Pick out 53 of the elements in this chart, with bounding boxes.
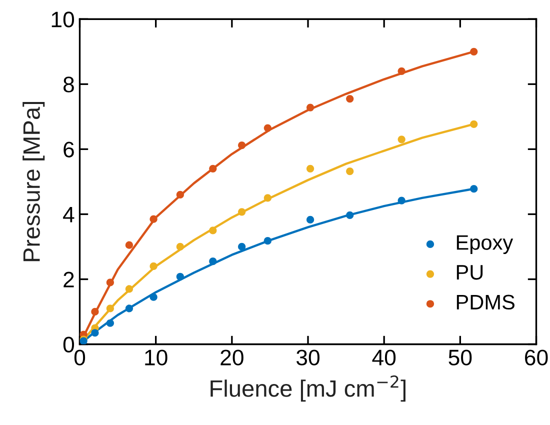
x-axis-title: Fluence [mJ cm$^{−2}$] (210, 375, 406, 402)
legend-label: PDMS (456, 294, 514, 310)
point (106, 278, 114, 286)
point (238, 242, 246, 251)
point (264, 237, 272, 245)
x-tick-label: 60 (525, 350, 548, 366)
x-tick-label: 20 (220, 350, 244, 366)
point (150, 262, 158, 270)
point (470, 185, 478, 193)
point (209, 258, 217, 266)
point (346, 167, 354, 176)
point (306, 164, 314, 172)
point (470, 120, 478, 128)
x-tick-label: 0 (74, 350, 86, 366)
point (238, 141, 246, 150)
point (264, 194, 272, 202)
x-tick-label: 30 (296, 350, 320, 366)
point (106, 304, 114, 312)
point (346, 211, 354, 219)
legend-label: PU (456, 265, 483, 280)
y-tick-label: 0 (63, 336, 74, 353)
point (306, 216, 314, 224)
point (150, 215, 158, 223)
point (209, 226, 217, 234)
y-tick-label: 6 (64, 142, 74, 158)
point (176, 190, 184, 198)
x-tick-label: 10 (145, 350, 168, 366)
point (398, 136, 406, 144)
point (91, 308, 99, 316)
point (264, 124, 272, 132)
y-axis-title: Pressure [MPa] (22, 102, 45, 262)
point (398, 196, 406, 204)
point (106, 319, 114, 327)
y-tick-label: 4 (63, 206, 74, 222)
x-tick-label: 40 (372, 350, 396, 366)
point (238, 208, 246, 216)
x-tick-label: 50 (448, 350, 472, 366)
point (398, 67, 406, 75)
point (306, 104, 314, 112)
y-tick-label: 2 (64, 272, 74, 288)
point (125, 241, 134, 249)
y-tick-label: 10 (52, 12, 74, 28)
point (470, 48, 478, 56)
point (346, 94, 354, 103)
legend-label: Epoxy (456, 235, 514, 254)
point (176, 272, 184, 280)
point (176, 242, 184, 251)
y-tick-label: 8 (63, 76, 74, 92)
point (209, 164, 217, 172)
point (91, 329, 99, 337)
point (125, 304, 134, 312)
point (125, 285, 134, 293)
point (150, 293, 158, 301)
